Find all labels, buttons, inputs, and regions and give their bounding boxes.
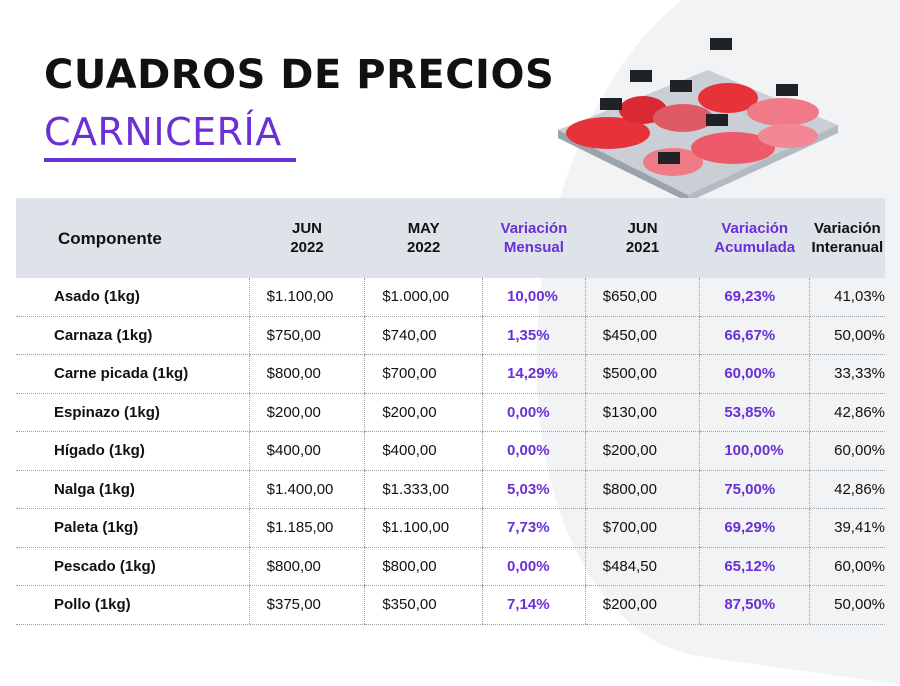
cell-variacion-mensual: 0,00% [482, 393, 586, 432]
cell-variacion-acumulada: 87,50% [699, 585, 810, 625]
table-row: Hígado (1kg) $400,00 $400,00 0,00% $200,00 10… [16, 431, 885, 471]
cell-componente: Paleta (1kg) [16, 508, 250, 548]
cell-jun-2021: $200,00 [584, 585, 700, 625]
cell-variacion-interanual: 39,41% [809, 508, 885, 548]
cell-jun-2021: $700,00 [584, 508, 700, 548]
cell-jun-2022: $375,00 [248, 585, 365, 625]
table-row: Carnaza (1kg) $750,00 $740,00 1,35% $450,00 6… [16, 316, 885, 355]
cell-componente: Hígado (1kg) [16, 431, 250, 471]
cell-variacion-acumulada: 66,67% [699, 316, 810, 355]
cell-componente: Asado (1kg) [16, 278, 250, 317]
page-title: CUADROS DE PRECIOS [44, 52, 555, 98]
cell-jun-2022: $750,00 [248, 316, 365, 355]
cell-variacion-interanual: 60,00% [809, 547, 885, 586]
header-may-2022: MAY 2022 [364, 198, 483, 278]
cell-variacion-acumulada: 75,00% [699, 470, 810, 509]
table-row: Nalga (1kg) $1.400,00 $1.333,00 5,03% $800,0… [16, 470, 885, 509]
cell-jun-2022: $1.185,00 [248, 508, 365, 548]
cell-variacion-interanual: 50,00% [809, 585, 885, 625]
meat-display-case-icon [558, 38, 838, 200]
table-row: Paleta (1kg) $1.185,00 $1.100,00 7,73% $700,… [16, 508, 885, 548]
cell-componente: Pollo (1kg) [16, 585, 250, 625]
table-row: Espinazo (1kg) $200,00 $200,00 0,00% $130,00… [16, 393, 885, 432]
header-componente: Componente [16, 198, 250, 278]
header-jun-2022: JUN 2022 [249, 198, 365, 278]
cell-variacion-interanual: 60,00% [809, 431, 885, 471]
cell-componente: Pescado (1kg) [16, 547, 250, 586]
cell-componente: Carnaza (1kg) [16, 316, 250, 355]
cell-may-2022: $1.333,00 [364, 470, 483, 509]
cell-variacion-acumulada: 60,00% [699, 354, 810, 394]
cell-variacion-mensual: 7,73% [482, 508, 586, 548]
header-variacion-interanual: Variación Interanual [809, 198, 885, 278]
page-subtitle: CARNICERÍA [44, 110, 282, 154]
cell-may-2022: $1.000,00 [364, 278, 483, 317]
table-row: Asado (1kg) $1.100,00 $1.000,00 10,00% $650,… [16, 278, 885, 317]
cell-componente: Carne picada (1kg) [16, 354, 250, 394]
cell-may-2022: $350,00 [364, 585, 483, 625]
cell-variacion-acumulada: 65,12% [699, 547, 810, 586]
table-row: Carne picada (1kg) $800,00 $700,00 14,29% $5… [16, 354, 885, 394]
table-row: Pollo (1kg) $375,00 $350,00 7,14% $200,00 87,… [16, 585, 885, 625]
cell-may-2022: $1.100,00 [364, 508, 483, 548]
cell-variacion-interanual: 42,86% [809, 393, 885, 432]
cell-may-2022: $800,00 [364, 547, 483, 586]
cell-variacion-mensual: 7,14% [482, 585, 586, 625]
cell-jun-2022: $1.100,00 [248, 278, 365, 317]
header-variacion-mensual: Variación Mensual [482, 198, 586, 278]
cell-jun-2021: $130,00 [584, 393, 700, 432]
cell-variacion-mensual: 1,35% [482, 316, 586, 355]
cell-may-2022: $700,00 [364, 354, 483, 394]
cell-may-2022: $200,00 [364, 393, 483, 432]
cell-jun-2022: $1.400,00 [248, 470, 365, 509]
cell-jun-2021: $450,00 [584, 316, 700, 355]
cell-may-2022: $400,00 [364, 431, 483, 471]
cell-variacion-mensual: 10,00% [482, 278, 586, 317]
subtitle-underline [44, 158, 296, 162]
cell-may-2022: $740,00 [364, 316, 483, 355]
cell-variacion-mensual: 5,03% [482, 470, 586, 509]
cell-jun-2022: $200,00 [248, 393, 365, 432]
price-table: Componente JUN 2022 MAY 2022 Variación Mens… [16, 198, 885, 625]
cell-variacion-interanual: 42,86% [809, 470, 885, 509]
header-jun-2021: JUN 2021 [585, 198, 700, 278]
table-header-row: Componente JUN 2022 MAY 2022 Variación Mens… [16, 198, 885, 278]
cell-jun-2022: $800,00 [248, 354, 365, 394]
table-row: Pescado (1kg) $800,00 $800,00 0,00% $484,50 6… [16, 547, 885, 586]
cell-jun-2022: $400,00 [248, 431, 365, 471]
cell-jun-2021: $484,50 [584, 547, 700, 586]
cell-variacion-acumulada: 53,85% [699, 393, 810, 432]
cell-jun-2021: $500,00 [584, 354, 700, 394]
cell-variacion-mensual: 14,29% [482, 354, 586, 394]
cell-variacion-mensual: 0,00% [482, 431, 586, 471]
cell-variacion-acumulada: 69,23% [699, 278, 810, 317]
cell-componente: Nalga (1kg) [16, 470, 250, 509]
cell-jun-2021: $650,00 [584, 278, 700, 317]
header-variacion-acumulada: Variación Acumulada [699, 198, 810, 278]
cell-variacion-interanual: 41,03% [809, 278, 885, 317]
cell-jun-2021: $200,00 [584, 431, 700, 471]
cell-jun-2022: $800,00 [248, 547, 365, 586]
cell-variacion-acumulada: 69,29% [699, 508, 810, 548]
cell-variacion-interanual: 33,33% [809, 354, 885, 394]
cell-variacion-mensual: 0,00% [482, 547, 586, 586]
cell-jun-2021: $800,00 [584, 470, 700, 509]
cell-variacion-interanual: 50,00% [809, 316, 885, 355]
cell-variacion-acumulada: 100,00% [699, 431, 810, 471]
cell-componente: Espinazo (1kg) [16, 393, 250, 432]
